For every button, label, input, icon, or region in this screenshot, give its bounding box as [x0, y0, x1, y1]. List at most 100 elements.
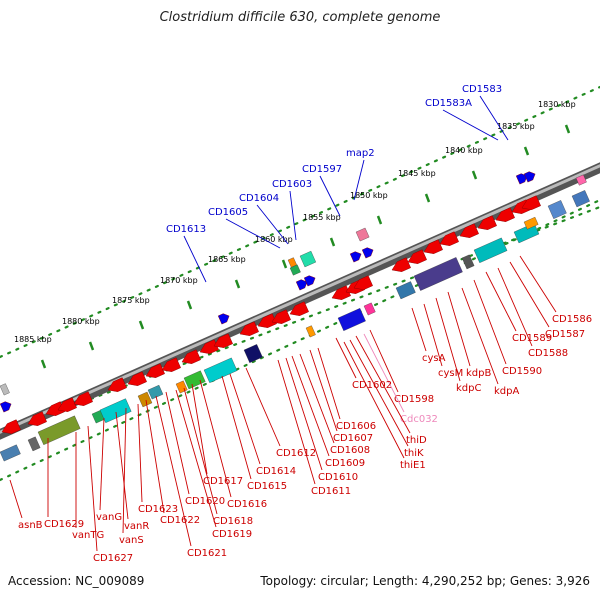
reverse-gene-label: asnB [18, 520, 43, 531]
dotted-guide-2 [0, 198, 600, 482]
forward-gene [303, 275, 316, 287]
reverse-label-leader [137, 403, 143, 503]
cog-block [305, 325, 316, 338]
ruler-label: 1880 kbp [62, 317, 100, 326]
cog-block [243, 344, 263, 363]
reverse-label-leader [277, 359, 316, 485]
ruler-label: 1850 kbp [350, 191, 388, 200]
ruler-tick [564, 124, 571, 134]
forward-label-leader [353, 159, 365, 201]
reverse-label-leader [497, 267, 533, 347]
reverse-label-leader [122, 407, 127, 534]
forward-gene [523, 171, 536, 183]
gene-arrow-shape [515, 173, 528, 185]
reverse-gene-label: CD1609 [325, 458, 365, 469]
ruler-label: 1840 kbp [445, 146, 483, 155]
gene-arrow-shape [199, 339, 219, 354]
reverse-gene-label: CD1627 [93, 553, 133, 564]
ruler-label: 1875 kbp [112, 296, 150, 305]
cog-block-shape [243, 344, 263, 363]
cog-block [0, 383, 10, 396]
gene-arrow-shape [271, 309, 291, 324]
cog-block-shape [175, 380, 188, 394]
reverse-label-leader [191, 383, 208, 475]
gene-arrow-shape [407, 249, 427, 264]
cog-block-shape [413, 257, 463, 291]
cog-block-shape [355, 227, 370, 242]
reverse-gene [271, 309, 291, 324]
kbp-ruler: 1830 kbp 1835 kbp 1840 kbp 1845 kbp 1850 kbp… [14, 100, 576, 369]
reverse-gene-label: CD1587 [545, 329, 585, 340]
reverse-gene [181, 349, 201, 364]
cog-block [299, 250, 317, 268]
gene-arrow-shape [145, 363, 165, 378]
gene-arrow-shape [495, 207, 515, 222]
reverse-gene-label: vanS [119, 535, 144, 546]
gene-arrow-shape [161, 357, 181, 372]
reverse-gene-label: CD1602 [352, 380, 392, 391]
reverse-gene-label: CD1608 [330, 445, 370, 456]
ruler-tick [281, 259, 288, 269]
forward-label-leader [256, 204, 289, 245]
gene-arrow-shape [295, 279, 308, 291]
cog-block-shape [183, 370, 206, 390]
forward-gene [0, 401, 12, 413]
reverse-gene [145, 363, 165, 378]
reverse-label-leader [199, 379, 232, 498]
cog-block [137, 391, 153, 408]
reverse-label-leader [9, 479, 23, 519]
reverse-gene-label: CD1621 [187, 548, 227, 559]
ruler-tick [424, 193, 431, 203]
cog-block-shape [461, 254, 475, 270]
reverse-gene [407, 249, 427, 264]
dotted-guide-0 [0, 85, 600, 359]
reverse-gene-label: CD1614 [256, 466, 296, 477]
forward-gene [295, 279, 308, 291]
forward-label-leader [289, 190, 297, 241]
reverse-gene-label: CD1590 [502, 366, 542, 377]
reverse-gene-label: thiD [406, 435, 427, 446]
cog-block-shape [395, 281, 416, 300]
gene-arrow-shape [303, 275, 316, 287]
gene-arrow-shape [391, 257, 411, 272]
cog-block-shape [27, 436, 41, 452]
ruler-label: 1870 kbp [160, 276, 198, 285]
gene-arrow-shape [127, 371, 147, 386]
reverse-gene [439, 231, 459, 246]
reverse-gene [521, 195, 541, 210]
gene-arrow-shape [521, 195, 541, 210]
forward-gene [361, 247, 374, 259]
reverse-gene [353, 275, 373, 290]
cog-block [99, 398, 132, 423]
gene-arrow-shape [1, 419, 21, 434]
reverse-label-leader [335, 337, 357, 379]
reverse-label-leader [363, 333, 405, 413]
cog-block-shape [147, 384, 164, 400]
cog-block-shape [571, 190, 590, 208]
forward-gene [515, 173, 528, 185]
reverse-label-leader [447, 291, 471, 367]
gene-arrow-shape [0, 401, 12, 413]
reverse-label-leader [369, 329, 399, 393]
reverse-gene-label: kdpB [466, 368, 491, 379]
ruler-tick [138, 320, 145, 330]
reverse-label-leader [229, 373, 261, 465]
reverse-gene-label: CD1615 [247, 481, 287, 492]
gene-arrow-shape [459, 223, 479, 238]
ruler-label: 1885 kbp [14, 335, 52, 344]
reverse-gene-label: CD1623 [138, 504, 178, 515]
reverse-label-leader [485, 271, 517, 332]
reverse-label-leader [155, 395, 192, 547]
gene-arrow-shape [349, 251, 362, 263]
cog-block [175, 380, 188, 394]
ruler-tick [376, 215, 383, 225]
reverse-label-leader [355, 335, 411, 434]
gene-arrow-shape [213, 333, 233, 348]
reverse-gene [239, 321, 259, 336]
forward-label-leader [225, 218, 281, 249]
reverse-label-leader [221, 375, 252, 480]
accession-text: Accession: NC_009089 [8, 574, 145, 588]
reverse-gene-label: CD1589 [512, 333, 552, 344]
reverse-label-leader [423, 303, 443, 367]
